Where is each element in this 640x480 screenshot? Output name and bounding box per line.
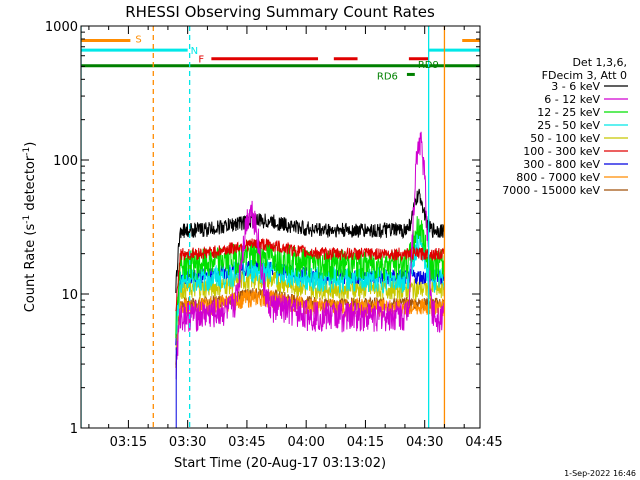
legend-entry-label: 50 - 100 keV xyxy=(530,132,600,145)
x-tick-label: 03:15 xyxy=(110,435,147,450)
axis-layer: 1 10 100 1000 03:15 03:30 03:45 04:00 04:15 04:30… xyxy=(45,20,503,450)
y-tick-label: 10 xyxy=(61,288,78,303)
y-axis-label: Count Rate (s-1 detector-1) xyxy=(22,142,38,313)
flag-label: S xyxy=(135,34,141,45)
legend-entry-label: 6 - 12 keV xyxy=(544,93,600,106)
series-line xyxy=(175,188,445,294)
flag-label: RD6 xyxy=(377,71,398,82)
legend-entry-label: 800 - 7000 keV xyxy=(516,171,600,184)
flags-layer xyxy=(81,38,480,76)
flag-label: F xyxy=(198,55,204,66)
x-tick-label: 04:15 xyxy=(347,435,384,450)
legend-entry-label: 300 - 800 keV xyxy=(523,158,600,171)
legend-entry-label: 100 - 300 keV xyxy=(523,145,600,158)
x-tick-label: 04:30 xyxy=(406,435,443,450)
series-line xyxy=(175,131,445,380)
x-tick-label: 04:45 xyxy=(465,435,502,450)
legend-entry-label: 12 - 25 keV xyxy=(537,106,600,119)
chart-title: RHESSI Observing Summary Count Rates xyxy=(125,3,435,21)
x-tick-label: 03:30 xyxy=(169,435,206,450)
series-layer xyxy=(175,131,445,428)
legend-entry-label: 7000 - 15000 keV xyxy=(502,184,600,197)
vertical-lines-layer xyxy=(81,26,446,428)
plot-frame xyxy=(80,25,481,429)
flag-label: RD9 xyxy=(418,60,439,71)
legend-entry-label: 25 - 50 keV xyxy=(537,119,600,132)
date-stamp: 1-Sep-2022 16:46 xyxy=(564,469,636,478)
legend-header: FDecim 3, Att 0 xyxy=(542,69,627,82)
x-axis-label: Start Time (20-Aug-17 03:13:02) xyxy=(174,456,386,471)
y-tick-label: 1000 xyxy=(45,20,78,35)
y-tick-label: 100 xyxy=(53,154,78,169)
series-line xyxy=(175,237,445,312)
x-tick-label: 03:45 xyxy=(228,435,265,450)
x-tick-label: 04:00 xyxy=(287,435,324,450)
y-tick-label: 1 xyxy=(70,422,78,437)
legend-entry-label: 3 - 6 keV xyxy=(551,80,600,93)
legend-header: Det 1,3,6, xyxy=(572,56,627,69)
flag-label: N xyxy=(191,46,198,57)
